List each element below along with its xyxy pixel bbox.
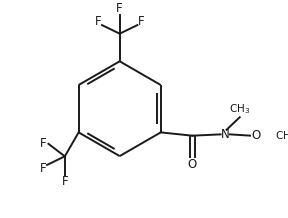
Text: F: F: [40, 162, 46, 175]
Text: F: F: [40, 137, 46, 150]
Text: O: O: [188, 158, 197, 171]
Text: O: O: [251, 129, 260, 142]
Text: CH$_3$: CH$_3$: [275, 129, 288, 143]
Text: F: F: [62, 175, 68, 188]
Text: N: N: [221, 128, 230, 141]
Text: CH$_3$: CH$_3$: [229, 102, 250, 116]
Text: F: F: [138, 15, 145, 28]
Text: F: F: [116, 2, 123, 15]
Text: F: F: [95, 15, 101, 28]
